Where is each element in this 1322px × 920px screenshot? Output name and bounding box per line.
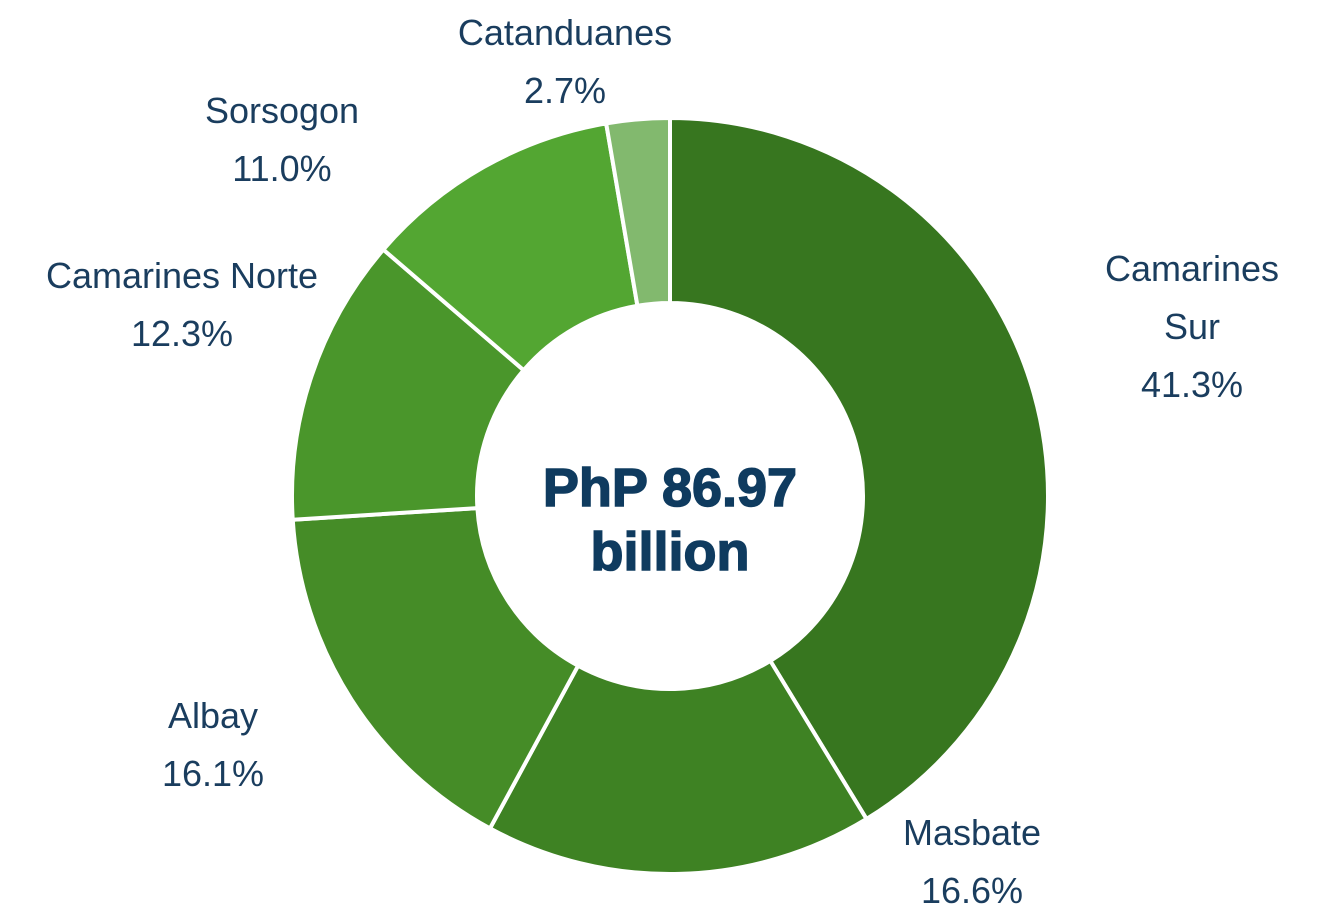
center-label: PhP 86.97 billion — [542, 456, 798, 584]
center-line: PhP 86.97 — [542, 457, 798, 519]
category-label: Masbate — [902, 812, 1042, 853]
value-label: 41.3% — [1140, 364, 1244, 405]
value-label: 12.3% — [130, 313, 234, 354]
slice-label: Camarines Sur 41.3% — [1082, 240, 1302, 414]
donut-slice — [487, 658, 869, 876]
slice-label: Catanduanes 2.7% — [458, 4, 672, 120]
value-label: 11.0% — [232, 148, 332, 189]
slice-label: Sorsogon 11.0% — [205, 82, 359, 198]
donut-slice — [604, 116, 672, 308]
donut-slice — [668, 116, 1050, 821]
category-label: Camarines Sur — [1104, 248, 1280, 347]
category-label: Camarines Norte — [45, 255, 319, 296]
slice-label: Camarines Norte 12.3% — [46, 247, 318, 363]
donut-slice — [290, 247, 526, 522]
center-line: billion — [590, 521, 750, 583]
value-label: 2.7% — [523, 70, 607, 111]
donut-slice — [381, 121, 640, 373]
category-label: Albay — [167, 695, 259, 736]
slice-label: Albay 16.1% — [162, 687, 264, 803]
value-label: 16.6% — [920, 870, 1024, 911]
category-label: Sorsogon — [204, 90, 360, 131]
slice-label: Masbate 16.6% — [903, 804, 1041, 920]
category-label: Catanduanes — [457, 12, 673, 53]
donut-slice — [290, 506, 581, 831]
value-label: 16.1% — [161, 753, 265, 794]
